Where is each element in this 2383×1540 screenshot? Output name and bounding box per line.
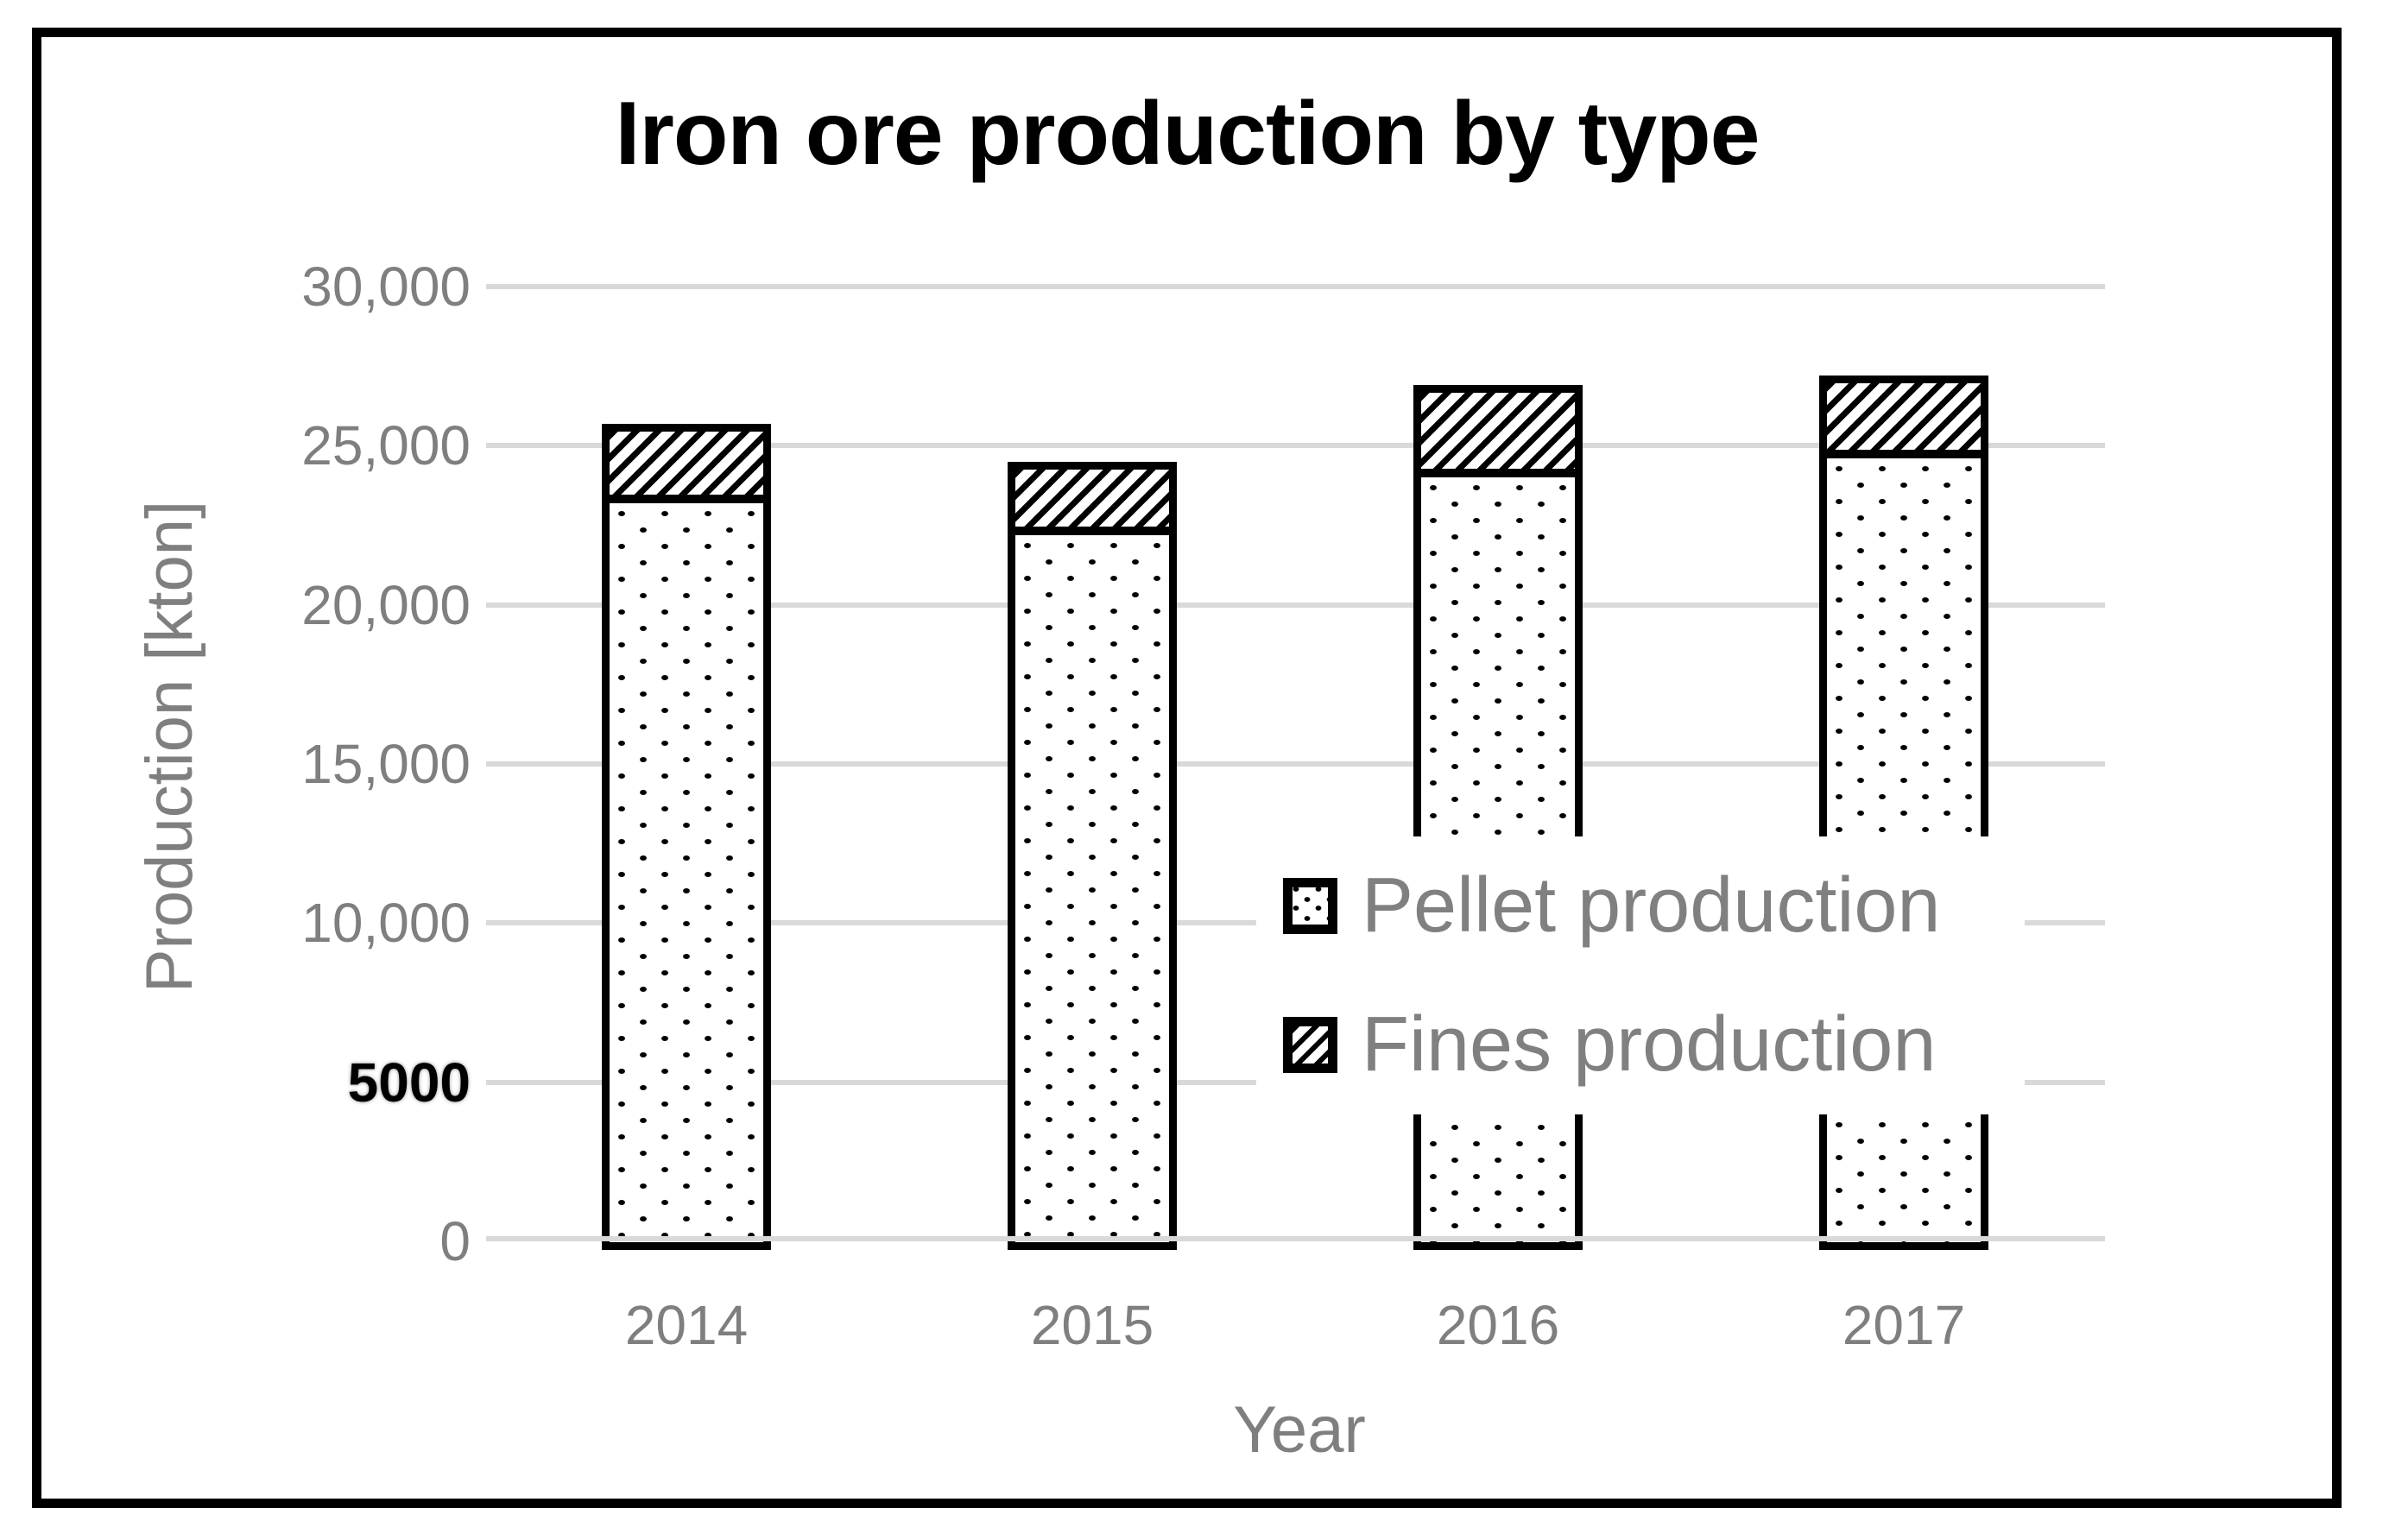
gridline-15000 <box>486 761 2105 767</box>
legend-swatch-fines-hatch-icon <box>1283 1017 1337 1073</box>
y-tick-20000: 20,000 <box>301 574 471 636</box>
y-tick-15000: 15,000 <box>301 733 471 795</box>
x-tick-2017: 2017 <box>1842 1294 1966 1356</box>
x-axis-title: Year <box>1233 1393 1366 1467</box>
legend-label-fines: Fines production <box>1362 1001 1937 1088</box>
bar-2017-fines-segment <box>1819 376 1988 458</box>
bar-2017 <box>1819 376 1988 1250</box>
legend-label-pellet: Pellet production <box>1362 862 1941 949</box>
bar-2015-fines-segment <box>1008 462 1177 535</box>
bar-2015-pellet-segment <box>1008 535 1177 1250</box>
bar-2014-pellet-segment <box>602 503 771 1250</box>
x-tick-2014: 2014 <box>624 1294 749 1356</box>
bar-2015 <box>1008 462 1177 1250</box>
y-tick-0: 0 <box>439 1210 471 1272</box>
outer-border-frame <box>32 28 2342 1508</box>
chart-title: Iron ore production by type <box>615 84 1760 184</box>
y-tick-30000: 30,000 <box>301 256 471 318</box>
bar-2016-fines-segment <box>1413 385 1583 477</box>
gridline-25000 <box>486 443 2105 448</box>
x-tick-2015: 2015 <box>1030 1294 1154 1356</box>
y-tick-5000: 5000 <box>347 1051 471 1114</box>
gridline-20000 <box>486 603 2105 608</box>
bar-2016 <box>1413 385 1583 1250</box>
bar-2014 <box>602 424 771 1250</box>
y-tick-25000: 25,000 <box>301 414 471 477</box>
legend-box <box>1256 836 2025 1114</box>
y-tick-10000: 10,000 <box>301 892 471 954</box>
x-tick-2016: 2016 <box>1436 1294 1560 1356</box>
y-axis-title: Production [kton] <box>133 500 206 994</box>
legend-swatch-pellet-dots-icon <box>1283 878 1337 934</box>
gridline-0-axis <box>486 1236 2105 1241</box>
bar-2014-fines-segment <box>602 424 771 503</box>
gridline-30000 <box>486 284 2105 289</box>
